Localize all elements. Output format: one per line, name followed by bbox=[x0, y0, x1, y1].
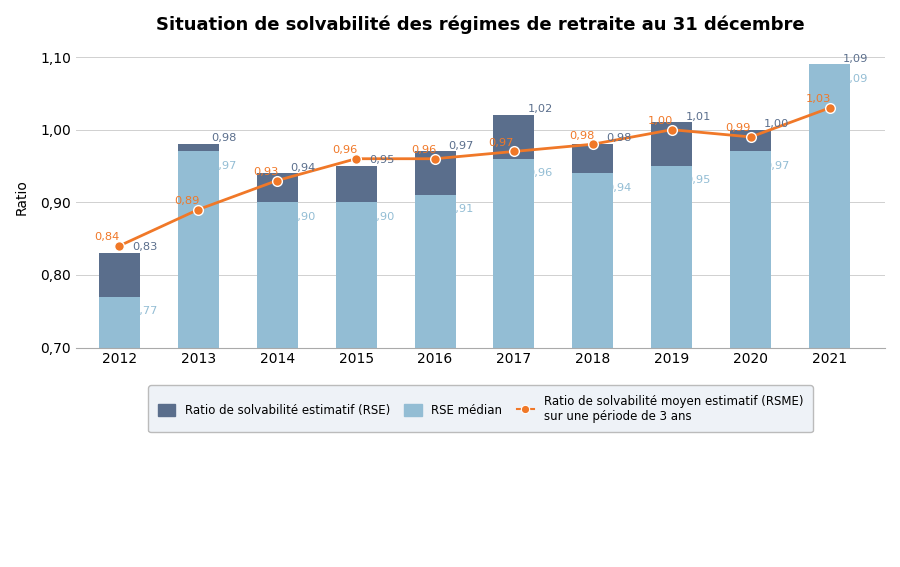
Text: 0,99: 0,99 bbox=[725, 123, 751, 133]
Bar bbox=[336, 166, 376, 202]
Text: 0,83: 0,83 bbox=[132, 243, 158, 252]
Bar bbox=[99, 253, 140, 297]
Bar bbox=[572, 144, 614, 174]
Bar bbox=[493, 159, 535, 348]
Bar bbox=[415, 195, 455, 348]
Bar bbox=[336, 202, 376, 348]
Text: 0,89: 0,89 bbox=[175, 196, 200, 206]
Text: 0,97: 0,97 bbox=[212, 161, 237, 171]
Bar bbox=[652, 166, 692, 348]
Ratio de solvabilité moyen estimatif (RSME)
sur une période de 3 ans bbox=[114, 243, 125, 249]
Ratio de solvabilité moyen estimatif (RSME)
sur une période de 3 ans bbox=[429, 155, 440, 162]
Bar bbox=[99, 297, 140, 348]
Bar bbox=[256, 174, 298, 202]
Text: 1,03: 1,03 bbox=[806, 94, 832, 104]
Bar bbox=[256, 202, 298, 348]
Line: Ratio de solvabilité moyen estimatif (RSME)
sur une période de 3 ans: Ratio de solvabilité moyen estimatif (RS… bbox=[114, 103, 834, 251]
Ratio de solvabilité moyen estimatif (RSME)
sur une période de 3 ans bbox=[351, 155, 362, 162]
Text: 0,98: 0,98 bbox=[212, 133, 237, 143]
Ratio de solvabilité moyen estimatif (RSME)
sur une période de 3 ans bbox=[745, 134, 756, 141]
Text: 1,00: 1,00 bbox=[764, 119, 789, 129]
Bar bbox=[177, 144, 219, 151]
Text: 0,90: 0,90 bbox=[370, 211, 395, 222]
Text: 0,97: 0,97 bbox=[489, 138, 514, 148]
Text: 0,94: 0,94 bbox=[607, 183, 632, 193]
Ratio de solvabilité moyen estimatif (RSME)
sur une période de 3 ans bbox=[193, 206, 203, 213]
Text: 0,96: 0,96 bbox=[411, 145, 436, 155]
Text: 0,96: 0,96 bbox=[527, 168, 553, 178]
Ratio de solvabilité moyen estimatif (RSME)
sur une période de 3 ans bbox=[824, 104, 835, 111]
Bar bbox=[493, 115, 535, 159]
Y-axis label: Ratio: Ratio bbox=[15, 179, 29, 215]
Bar bbox=[177, 151, 219, 348]
Text: 0,93: 0,93 bbox=[254, 167, 279, 177]
Text: 1,09: 1,09 bbox=[843, 74, 868, 84]
Legend: Ratio de solvabilité estimatif (RSE), RSE médian, Ratio de solvabilité moyen est: Ratio de solvabilité estimatif (RSE), RS… bbox=[148, 385, 813, 432]
Text: 0,77: 0,77 bbox=[132, 306, 158, 316]
Text: 0,91: 0,91 bbox=[448, 205, 473, 214]
Ratio de solvabilité moyen estimatif (RSME)
sur une période de 3 ans bbox=[667, 126, 678, 133]
Ratio de solvabilité moyen estimatif (RSME)
sur une période de 3 ans bbox=[272, 177, 283, 184]
Text: 0,97: 0,97 bbox=[764, 161, 789, 171]
Bar bbox=[730, 151, 771, 348]
Bar bbox=[652, 122, 692, 166]
Ratio de solvabilité moyen estimatif (RSME)
sur une période de 3 ans bbox=[588, 141, 598, 147]
Text: 0,95: 0,95 bbox=[370, 155, 395, 165]
Text: 0,97: 0,97 bbox=[448, 141, 473, 151]
Ratio de solvabilité moyen estimatif (RSME)
sur une période de 3 ans bbox=[508, 148, 519, 155]
Text: 0,98: 0,98 bbox=[607, 133, 632, 143]
Bar bbox=[730, 130, 771, 151]
Text: 0,95: 0,95 bbox=[685, 175, 711, 185]
Bar bbox=[809, 64, 850, 348]
Text: 1,09: 1,09 bbox=[843, 54, 868, 64]
Text: 0,94: 0,94 bbox=[291, 163, 316, 172]
Text: 0,90: 0,90 bbox=[291, 211, 316, 222]
Text: 0,84: 0,84 bbox=[94, 232, 120, 242]
Text: 0,96: 0,96 bbox=[332, 145, 357, 155]
Text: 1,01: 1,01 bbox=[685, 112, 711, 122]
Bar bbox=[572, 174, 614, 348]
Bar bbox=[415, 151, 455, 195]
Title: Situation de solvabilité des régimes de retraite au 31 décembre: Situation de solvabilité des régimes de … bbox=[156, 15, 805, 33]
Text: 1,02: 1,02 bbox=[527, 104, 553, 115]
Text: 0,98: 0,98 bbox=[569, 130, 595, 141]
Text: 1,00: 1,00 bbox=[648, 116, 673, 126]
